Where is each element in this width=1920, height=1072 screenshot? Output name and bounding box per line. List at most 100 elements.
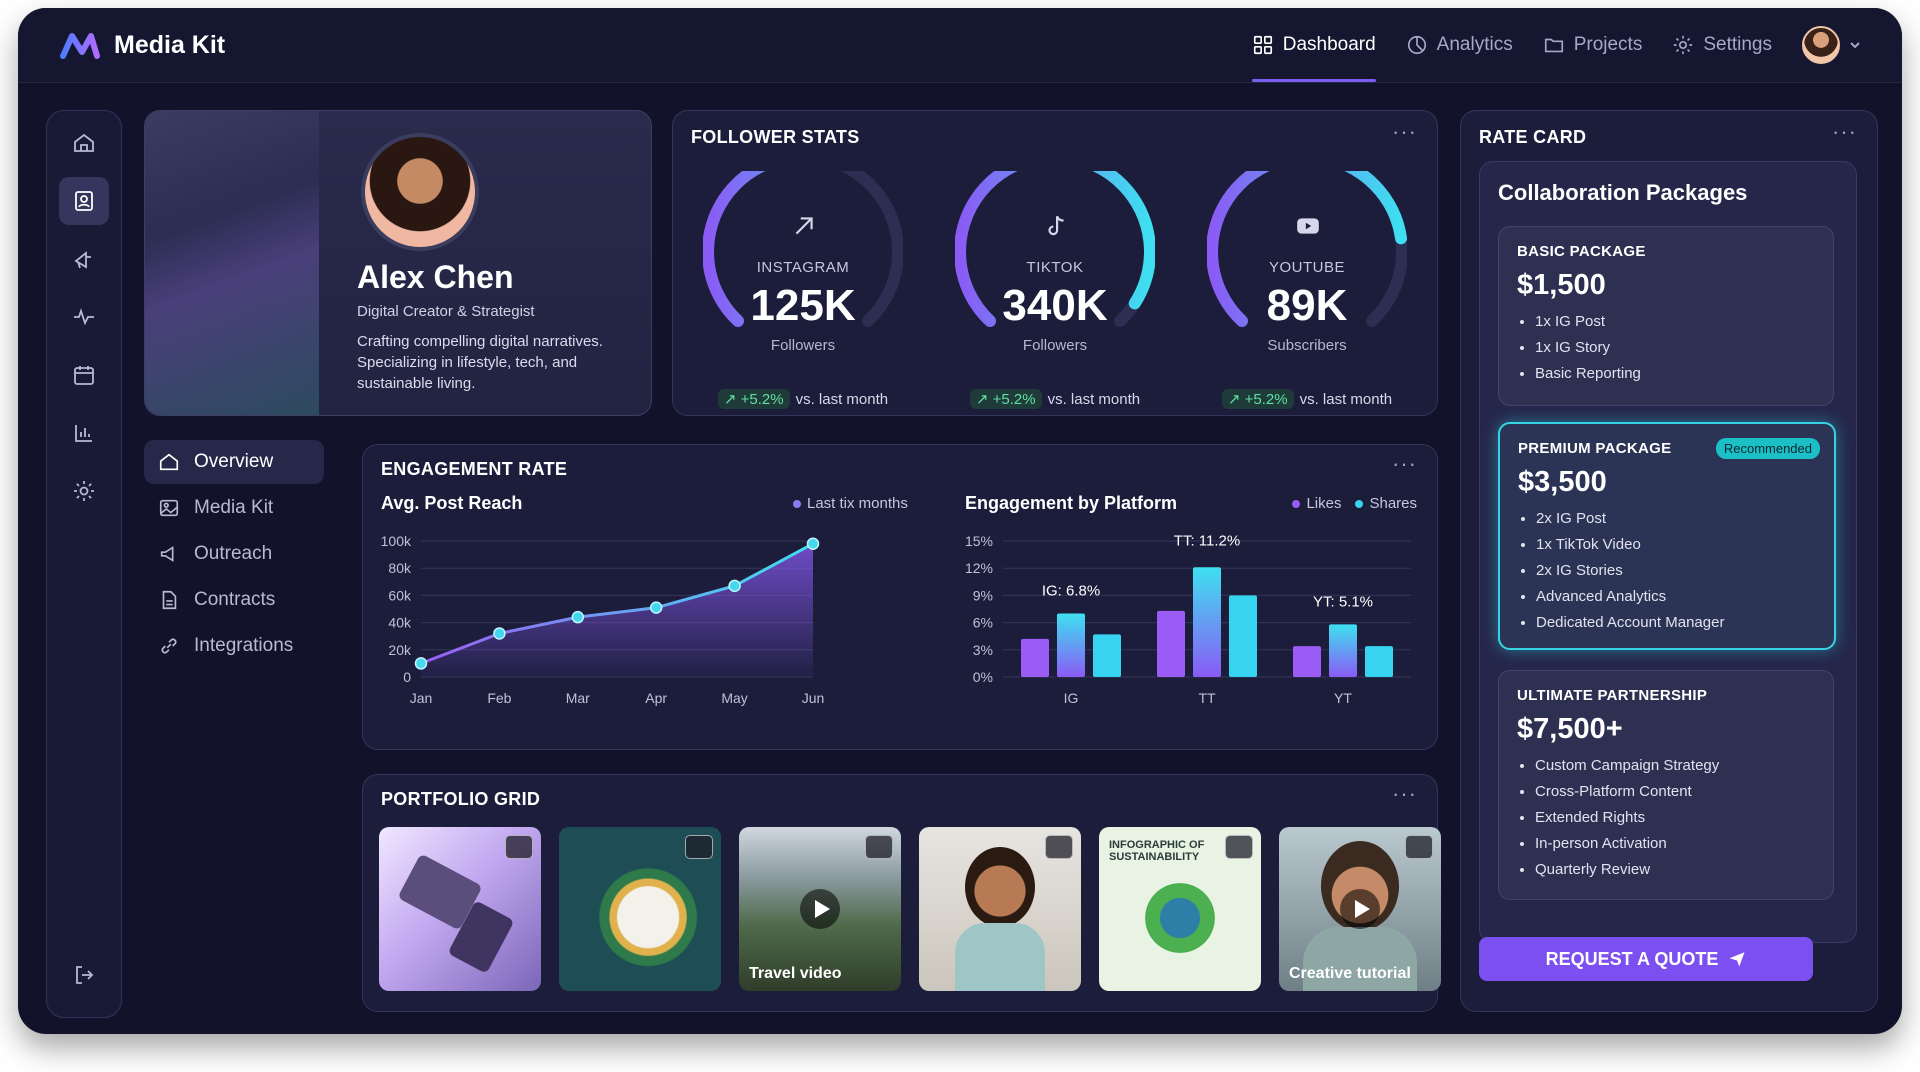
button-label: REQUEST A QUOTE [1545, 948, 1719, 969]
gauge-tiktok: TIKTOK 340K Followers ↗ +5.2% vs. last mo… [955, 163, 1155, 409]
logout-button[interactable] [59, 951, 109, 999]
feature-list: Custom Campaign Strategy Cross-Platform … [1519, 753, 1719, 883]
platform-bar-chart: 0% 3% 6% 9% 12% 15% IG: 6.8% IG TT: 11.2% TT YT: 5… [965, 532, 1411, 706]
legend-label: Likes [1306, 495, 1342, 512]
home-button[interactable] [59, 119, 109, 167]
series-line [420, 542, 814, 665]
gauge-label: INSTAGRAM [756, 259, 850, 276]
sidebar-item-contracts[interactable]: Contracts [144, 578, 324, 622]
link-icon [161, 638, 177, 654]
sidebar-item-outreach[interactable]: Outreach [144, 532, 324, 576]
gear-icon [74, 481, 94, 501]
legend-label: Last tix months [807, 495, 908, 512]
video-badge-icon [1405, 835, 1433, 859]
video-badge-icon [865, 835, 893, 859]
profile-button[interactable] [59, 177, 109, 225]
trend-text: vs. last month [1299, 390, 1393, 408]
y-tick-label: 100k [381, 533, 412, 549]
stats-button[interactable] [59, 409, 109, 457]
package-basic[interactable]: BASIC PACKAGE $1,500 1x IG Post 1x IG St… [1498, 226, 1834, 406]
feature: Custom Campaign Strategy [1535, 753, 1719, 779]
nav-dashboard[interactable]: Dashboard [1251, 8, 1376, 82]
send-icon [1729, 952, 1745, 967]
more-options-button[interactable]: ··· [1392, 781, 1417, 806]
legend-item-likes: Likes [1292, 495, 1341, 512]
trend-chip: ↗ +5.2% [1221, 389, 1294, 409]
feature: Extended Rights [1535, 805, 1719, 831]
portfolio-item-travel[interactable]: Travel video [739, 827, 901, 991]
data-label: YT: 5.1% [1313, 593, 1373, 610]
x-tick-label: Apr [645, 690, 667, 706]
sidebar-item-label: Overview [194, 451, 274, 472]
portfolio-item-gadgets[interactable] [379, 827, 541, 991]
x-tick-label: Feb [487, 690, 511, 706]
legend-label: Shares [1369, 495, 1417, 512]
bar [1365, 646, 1393, 677]
gauge-fill [1207, 171, 1407, 327]
y-tick-label: 40k [388, 615, 412, 631]
panel-title: RATE CARD [1479, 127, 1587, 147]
nav-analytics[interactable]: Analytics [1406, 8, 1513, 82]
logout-icon [76, 966, 94, 984]
legend-item: Last tix months [793, 495, 908, 512]
y-tick-label: 80k [388, 560, 412, 576]
profile-photo [361, 133, 479, 251]
home-icon [74, 133, 94, 152]
portfolio-item-food[interactable] [559, 827, 721, 991]
package-premium[interactable]: PREMIUM PACKAGE Recommended $3,500 2x IG… [1498, 422, 1836, 650]
app-window: Media Kit Dashboard Analytics Projects S… [18, 8, 1902, 1034]
x-tick-label: YT [1334, 690, 1352, 706]
image-badge-icon [1225, 835, 1253, 859]
request-quote-button[interactable]: REQUEST A QUOTE [1479, 937, 1813, 981]
more-options-button[interactable]: ··· [1392, 451, 1417, 476]
calendar-button[interactable] [59, 351, 109, 399]
data-point [414, 657, 428, 670]
thumb-caption: INFOGRAPHIC OF SUSTAINABILITY [1109, 839, 1205, 863]
trend-value: +5.2% [992, 391, 1036, 408]
image-icon [159, 499, 179, 517]
person-shape [965, 847, 1035, 927]
gauge-value: 125K [750, 281, 856, 330]
follower-stats-panel: FOLLOWER STATS ··· INSTAGRAM 125K Follow… [672, 110, 1438, 416]
y-tick-label: 0 [403, 669, 411, 685]
feature: 2x IG Stories [1536, 558, 1724, 584]
nav-projects[interactable]: Projects [1543, 8, 1642, 82]
sidebar-item-integrations[interactable]: Integrations [144, 624, 324, 668]
brand[interactable]: Media Kit [60, 30, 225, 60]
gauge-sub: Followers [1022, 337, 1088, 354]
package-ultimate[interactable]: ULTIMATE PARTNERSHIP $7,500+ Custom Camp… [1498, 670, 1834, 900]
y-tick-label: 60k [388, 587, 412, 603]
y-tick-label: 12% [965, 560, 993, 576]
reach-chart-title: Avg. Post Reach [381, 493, 523, 513]
gauge-value: 340K [1002, 281, 1108, 330]
engagement-panel: ENGAGEMENT RATE ··· Avg. Post Reach Last… [362, 444, 1438, 750]
gauge-label: YOUTUBE [1268, 259, 1345, 276]
thumb-caption: Creative tutorial [1289, 965, 1411, 982]
nav-settings[interactable]: Settings [1672, 8, 1772, 82]
bar [1021, 638, 1049, 677]
bar [1329, 624, 1357, 677]
nav-label: Dashboard [1282, 34, 1376, 55]
portfolio-item-infographic[interactable]: INFOGRAPHIC OF SUSTAINABILITY [1099, 827, 1261, 991]
settings-button[interactable] [59, 467, 109, 515]
gauge-youtube: YOUTUBE 89K Subscribers ↗ +5.2% vs. last … [1207, 163, 1407, 409]
user-menu[interactable] [1802, 26, 1862, 64]
bar [1093, 634, 1121, 677]
profile-name: Alex Chen [357, 259, 514, 295]
y-tick-label: 0% [973, 669, 993, 685]
data-point [728, 579, 741, 593]
activity-button[interactable] [59, 293, 109, 341]
more-options-button[interactable]: ··· [1392, 119, 1417, 144]
reach-legend: Last tix months [793, 495, 908, 512]
outreach-button[interactable] [59, 235, 109, 283]
portfolio-item-portrait[interactable] [919, 827, 1081, 991]
gauge-value: 89K [1266, 281, 1348, 330]
bar [1229, 595, 1257, 677]
bar-chart-icon [75, 425, 92, 442]
portfolio-item-tutorial[interactable]: Creative tutorial [1279, 827, 1441, 991]
sidebar-item-media-kit[interactable]: Media Kit [144, 486, 324, 530]
feature: Dedicated Account Manager [1536, 610, 1724, 636]
sidebar-item-overview[interactable]: Overview [144, 440, 324, 484]
trend: ↗ +5.2% vs. last month [703, 389, 903, 409]
more-options-button[interactable]: ··· [1832, 119, 1857, 144]
